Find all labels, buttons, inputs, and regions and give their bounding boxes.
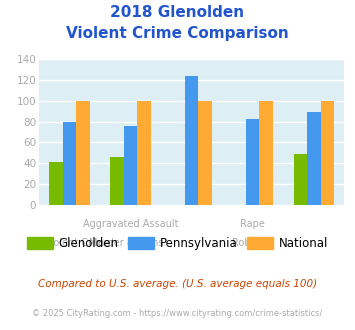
Text: Murder & Mans...: Murder & Mans...: [89, 238, 173, 248]
Bar: [307, 112, 321, 205]
Bar: [76, 101, 90, 205]
Text: Violent Crime Comparison: Violent Crime Comparison: [66, 26, 289, 41]
Text: All Violent Crime: All Violent Crime: [29, 238, 110, 248]
Legend: Glenolden, Pennsylvania, National: Glenolden, Pennsylvania, National: [22, 232, 333, 254]
Bar: [260, 101, 273, 205]
Text: Rape: Rape: [240, 219, 265, 229]
Bar: [49, 162, 63, 205]
Text: © 2025 CityRating.com - https://www.cityrating.com/crime-statistics/: © 2025 CityRating.com - https://www.city…: [32, 309, 323, 317]
Text: 2018 Glenolden: 2018 Glenolden: [110, 5, 245, 20]
Bar: [124, 126, 137, 205]
Text: Aggravated Assault: Aggravated Assault: [83, 219, 179, 229]
Bar: [294, 154, 307, 205]
Bar: [185, 76, 198, 205]
Text: Robbery: Robbery: [233, 238, 273, 248]
Bar: [63, 122, 76, 205]
Bar: [321, 101, 334, 205]
Bar: [110, 157, 124, 205]
Bar: [137, 101, 151, 205]
Text: Compared to U.S. average. (U.S. average equals 100): Compared to U.S. average. (U.S. average …: [38, 279, 317, 289]
Bar: [198, 101, 212, 205]
Bar: [246, 118, 260, 205]
